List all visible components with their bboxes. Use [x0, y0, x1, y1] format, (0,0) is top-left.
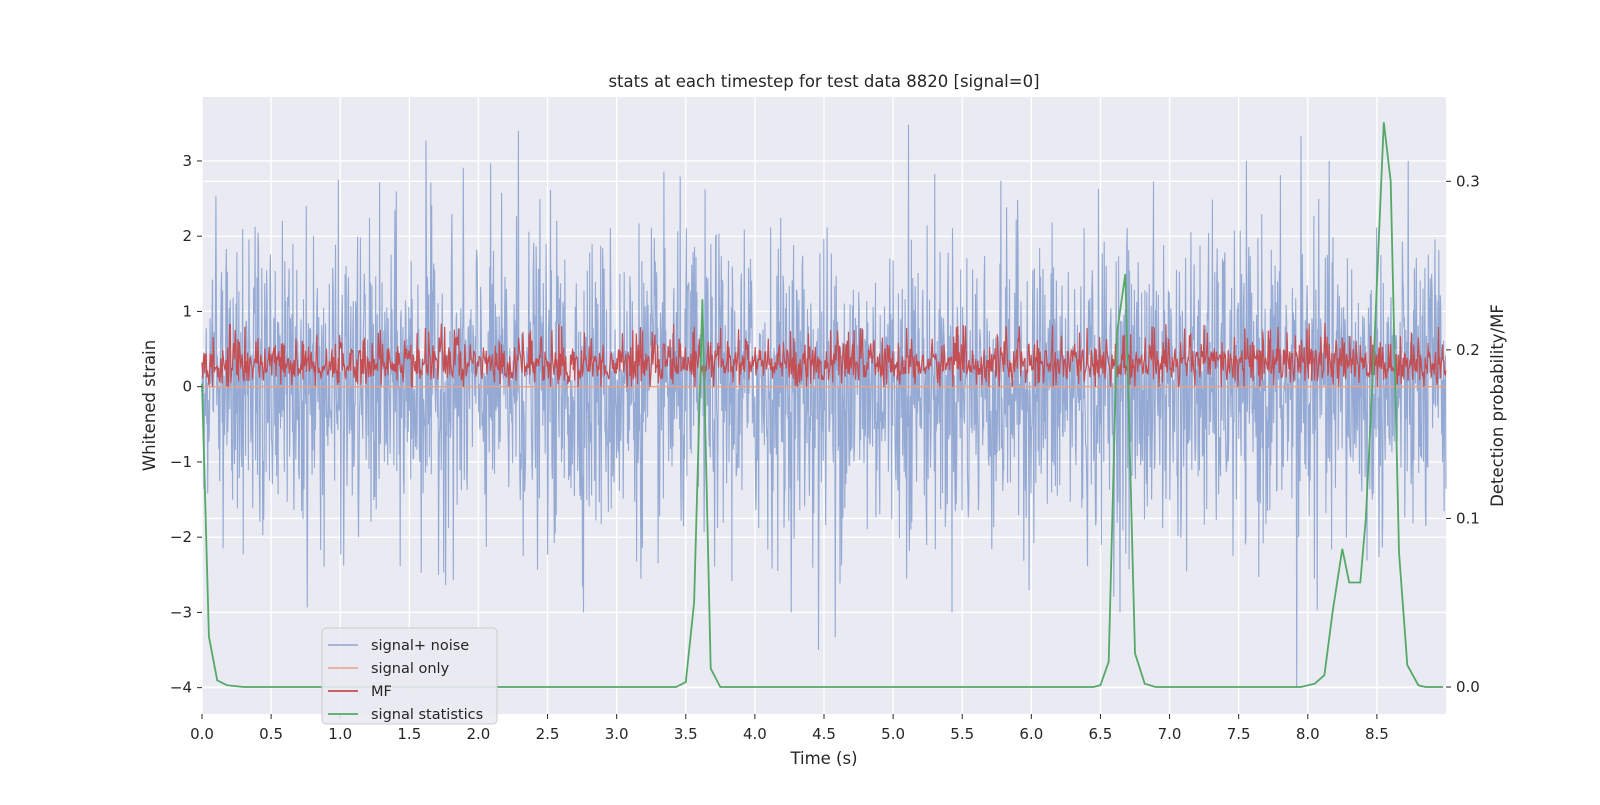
- x-tick-label: 7.0: [1158, 725, 1182, 743]
- y2-tick-label: 0.3: [1456, 172, 1480, 190]
- x-tick-label: 1.5: [397, 725, 421, 743]
- legend-label: signal+ noise: [371, 638, 469, 654]
- y2-tick-label: 0.1: [1456, 509, 1480, 527]
- x-tick-label: 2.5: [536, 725, 560, 743]
- y-axis-label: Whitened strain: [140, 340, 159, 471]
- legend-label: signal only: [371, 661, 450, 677]
- y2-axis-label: Detection probability/MF: [1488, 304, 1507, 507]
- x-tick-label: 8.0: [1296, 725, 1320, 743]
- y2-tick-label: 0.2: [1456, 341, 1480, 359]
- x-tick-label: 6.5: [1089, 725, 1113, 743]
- legend: signal+ noise signal only MF signal statist…: [321, 627, 498, 725]
- x-tick-label: 0.5: [259, 725, 283, 743]
- y-tick-label: 2: [182, 227, 192, 245]
- x-tick-label: 2.0: [467, 725, 491, 743]
- series-layer: [201, 122, 1447, 688]
- x-tick-label: 7.5: [1227, 725, 1251, 743]
- x-tick-label: 6.0: [1019, 725, 1043, 743]
- y-tick-label: −3: [170, 603, 192, 621]
- x-tick-label: 5.0: [881, 725, 905, 743]
- y-tick-label: −4: [170, 679, 192, 697]
- x-tick-label: 8.5: [1365, 725, 1389, 743]
- y-tick-label: 0: [182, 378, 192, 396]
- chart-title: stats at each timestep for test data 882…: [608, 72, 1039, 91]
- signal-noise-line: [201, 124, 1447, 688]
- y-tick-label: −1: [170, 453, 192, 471]
- x-tick-label: 4.0: [743, 725, 767, 743]
- y2-tick-label: 0.0: [1456, 678, 1480, 696]
- mf-line: [201, 323, 1447, 388]
- axes: 0.0 0.5 1.0 1.5 2.0 2.5 3.0 3.5 4.0 4.5 5.0 5.5 6.0 6…: [170, 152, 1480, 743]
- legend-label: signal statistics: [371, 707, 483, 723]
- x-tick-label: 4.5: [812, 725, 836, 743]
- x-tick-label: 3.5: [674, 725, 698, 743]
- x-tick-label: 0.0: [190, 725, 214, 743]
- legend-label: MF: [371, 684, 392, 700]
- y-tick-label: 1: [182, 302, 192, 320]
- legend-box: [321, 627, 498, 725]
- x-axis-label: Time (s): [789, 749, 857, 768]
- x-tick-label: 5.5: [950, 725, 974, 743]
- x-tick-label: 3.0: [605, 725, 629, 743]
- signal-statistics-line: [201, 122, 1444, 688]
- y-tick-label: −2: [170, 528, 192, 546]
- y-tick-label: 3: [182, 152, 192, 170]
- x-tick-label: 1.0: [328, 725, 352, 743]
